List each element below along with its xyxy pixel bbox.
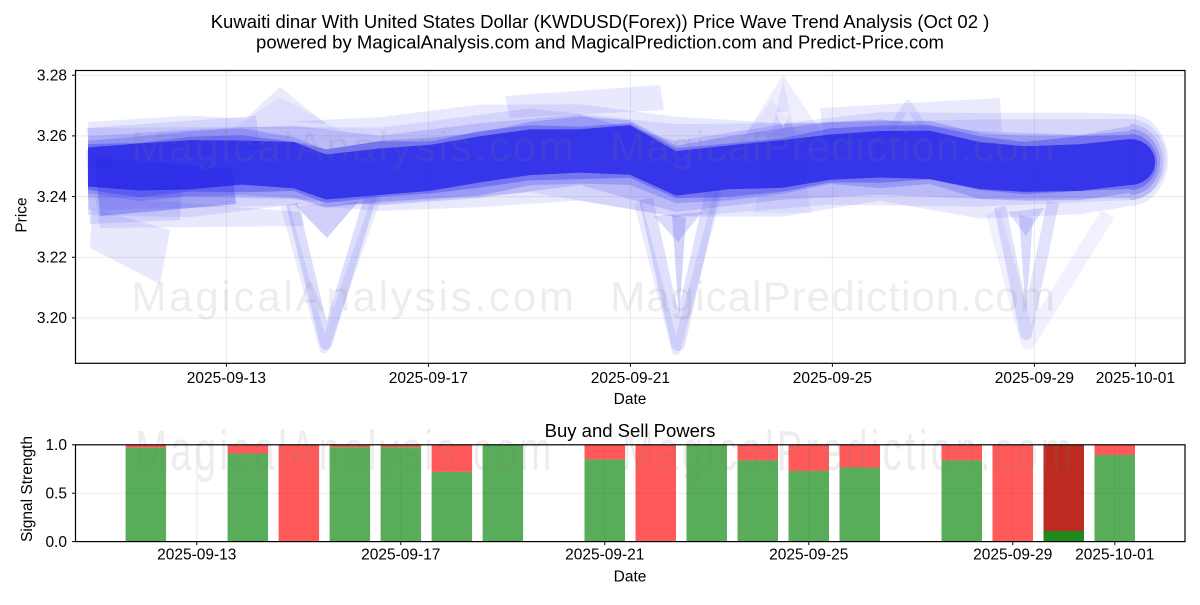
svg-text:Date: Date [614, 391, 647, 408]
svg-text:2025-10-01: 2025-10-01 [1096, 370, 1175, 387]
svg-text:2025-09-29: 2025-09-29 [973, 547, 1052, 564]
svg-text:Signal Strength: Signal Strength [19, 436, 36, 542]
svg-text:2025-09-13: 2025-09-13 [157, 547, 236, 564]
svg-text:MagicalAnalysis.com: MagicalAnalysis.com [131, 273, 576, 320]
svg-text:MagicalPrediction.com: MagicalPrediction.com [610, 273, 1056, 320]
svg-text:Date: Date [614, 569, 647, 586]
svg-text:3.22: 3.22 [37, 250, 67, 267]
svg-text:2025-09-17: 2025-09-17 [361, 547, 440, 564]
svg-text:MagicalAnalysis.com: MagicalAnalysis.com [135, 419, 554, 483]
svg-text:3.26: 3.26 [37, 128, 67, 145]
svg-text:2025-09-17: 2025-09-17 [389, 370, 468, 387]
svg-text:0.5: 0.5 [45, 485, 67, 502]
svg-text:3.24: 3.24 [37, 189, 68, 206]
svg-text:Price: Price [14, 197, 31, 232]
svg-text:2025-09-25: 2025-09-25 [769, 547, 848, 564]
svg-text:3.20: 3.20 [37, 310, 68, 327]
svg-text:0.0: 0.0 [45, 534, 67, 551]
svg-text:Buy and Sell Powers: Buy and Sell Powers [545, 420, 716, 441]
svg-text:2025-10-01: 2025-10-01 [1075, 547, 1154, 564]
svg-text:2025-09-21: 2025-09-21 [565, 547, 644, 564]
svg-text:3.28: 3.28 [37, 67, 67, 84]
svg-text:1.0: 1.0 [45, 437, 67, 454]
svg-text:2025-09-13: 2025-09-13 [187, 370, 266, 387]
svg-text:2025-09-29: 2025-09-29 [995, 370, 1074, 387]
svg-text:2025-09-21: 2025-09-21 [591, 370, 670, 387]
svg-text:2025-09-25: 2025-09-25 [793, 370, 872, 387]
svg-text:MagicalAnalysis.com: MagicalAnalysis.com [131, 123, 576, 170]
svg-text:Kuwaiti dinar With United Stat: Kuwaiti dinar With United States Dollar … [211, 11, 990, 32]
svg-text:powered by MagicalAnalysis.com: powered by MagicalAnalysis.com and Magic… [256, 32, 944, 53]
svg-text:MagicalPrediction.com: MagicalPrediction.com [610, 123, 1056, 170]
svg-text:MagicalPrediction.com: MagicalPrediction.com [622, 419, 1076, 483]
